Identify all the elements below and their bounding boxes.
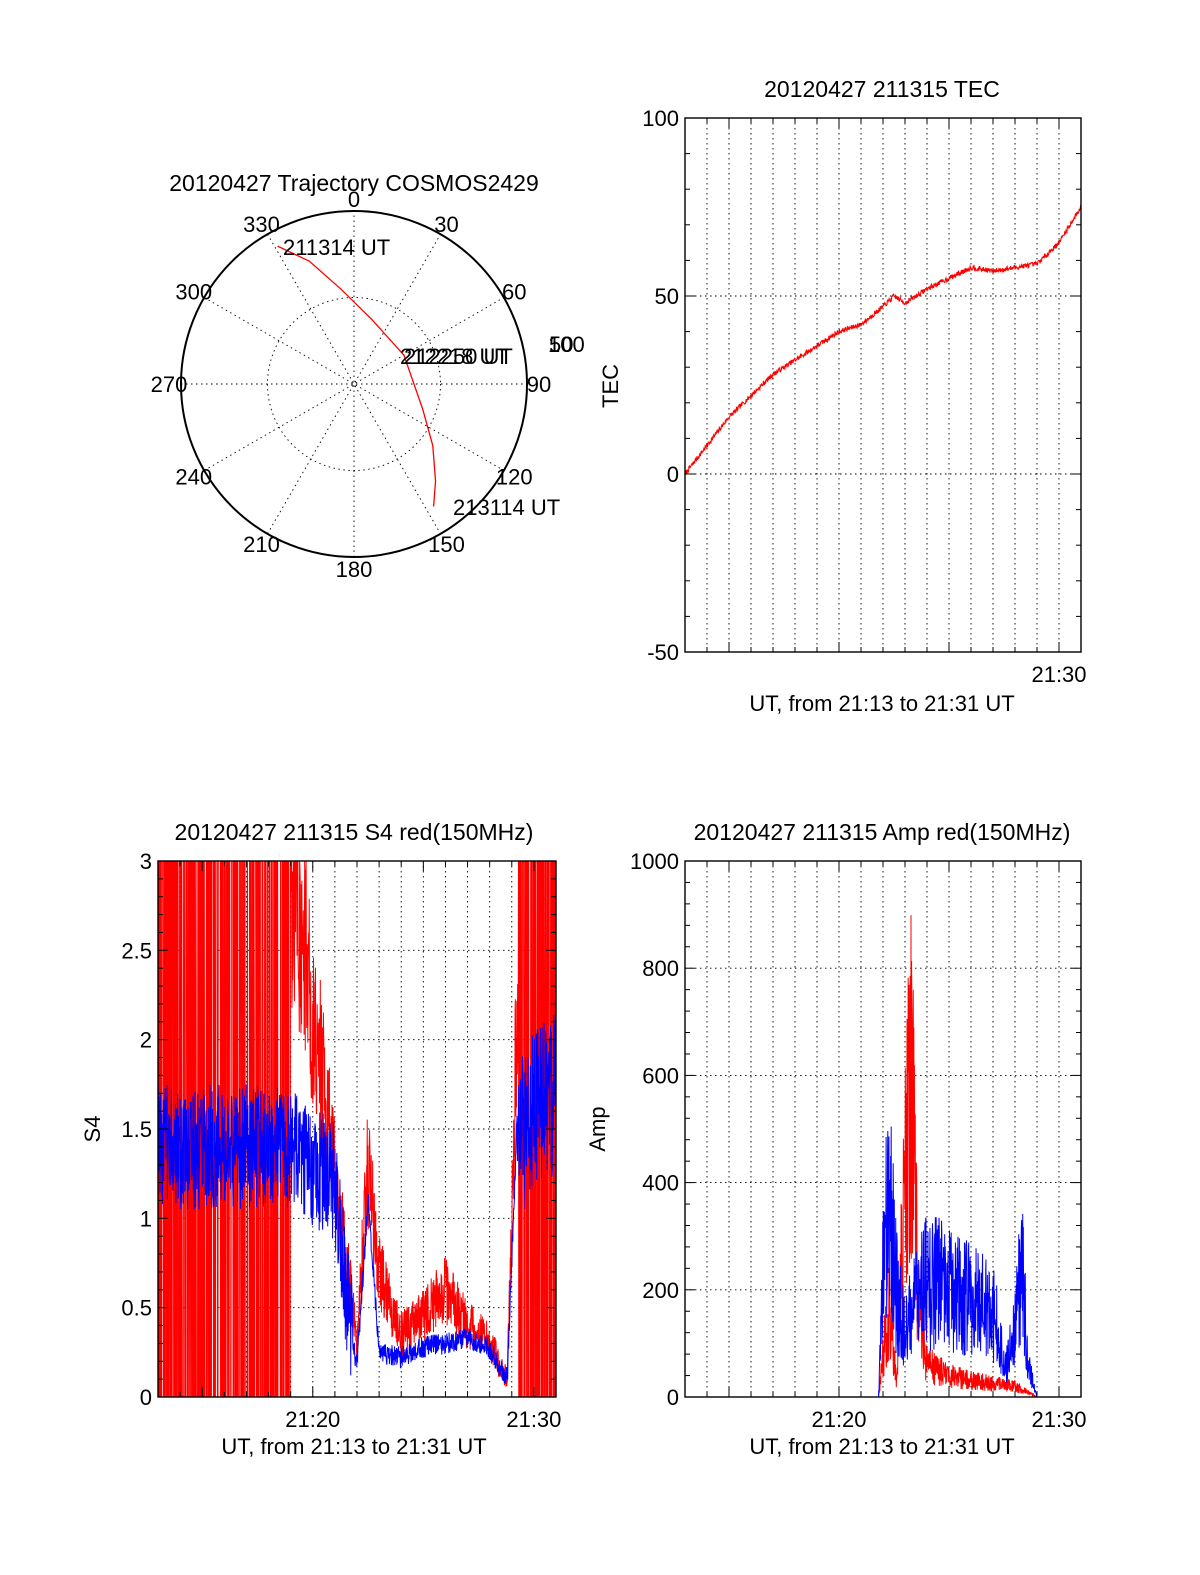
amp-ylabel: Amp (585, 1106, 610, 1151)
s4-xlabel: UT, from 21:13 to 21:31 UT (221, 1434, 486, 1459)
polar-trajectory-plot: 20120427 Trajectory COSMOS2429 0 30 60 90 12… (151, 170, 585, 582)
polar-angle-label: 240 (175, 465, 212, 490)
polar-annotation-start: 211314 UT (283, 235, 390, 260)
polar-angle-label: 60 (502, 280, 526, 305)
y-tick-label: 1.5 (121, 1117, 152, 1142)
y-tick-label: 400 (642, 1171, 679, 1196)
y-tick-label: 0 (667, 462, 679, 487)
polar-grid-spoke (203, 297, 505, 471)
y-tick-label: 2 (140, 1028, 152, 1053)
x-tick-label: 21:30 (506, 1407, 561, 1432)
y-tick-label: 3 (140, 849, 152, 874)
y-tick-label: 0.5 (121, 1296, 152, 1321)
x-tick-label: 21:20 (811, 1407, 866, 1432)
polar-title: 20120427 Trajectory COSMOS2429 (169, 170, 538, 196)
y-tick-label: 800 (642, 956, 679, 981)
amp-xlabel: UT, from 21:13 to 21:31 UT (749, 1434, 1014, 1459)
polar-angle-label: 300 (175, 280, 212, 305)
polar-angle-label: 0 (348, 187, 360, 212)
x-tick-label: 21:30 (1031, 1407, 1086, 1432)
y-tick-label: 2.5 (121, 938, 152, 963)
y-tick-label: 50 (655, 284, 679, 309)
polar-outer-circle (180, 210, 528, 558)
polar-grid-spoke (203, 297, 505, 471)
polar-angle-label: 30 (434, 212, 458, 237)
x-tick-label: 21:20 (285, 1407, 340, 1432)
amp-title: 20120427 211315 Amp red(150MHz) (694, 819, 1071, 845)
tec-xlabel: UT, from 21:13 to 21:31 UT (749, 691, 1014, 716)
polar-angle-label: 330 (243, 212, 280, 237)
polar-radial-label-50: 50 (549, 332, 573, 357)
y-tick-label: 0 (667, 1385, 679, 1410)
y-tick-label: 1 (140, 1206, 152, 1231)
polar-annotation-end: 213114 UT (453, 495, 560, 520)
y-tick-label: 200 (642, 1278, 679, 1303)
polar-angle-labels: 0 30 60 90 120 150 180 210 240 270 300 330 (151, 187, 552, 582)
polar-angle-label: 270 (151, 372, 188, 397)
polar-annotation-mid-2: 212250 UT (404, 344, 513, 369)
polar-angle-label: 210 (243, 532, 280, 557)
tec-ylabel: TEC (598, 364, 623, 408)
s4-ylabel: S4 (80, 1116, 105, 1143)
polar-trajectory-line (277, 245, 437, 507)
y-tick-label: 1000 (630, 849, 679, 874)
polar-grid (181, 211, 527, 557)
polar-angle-label: 180 (336, 557, 373, 582)
x-tick-label: 21:30 (1031, 662, 1086, 687)
s4-plot: 20120427 211315 S4 red(150MHz) UT, from … (80, 819, 561, 1459)
tec-title: 20120427 211315 TEC (764, 76, 1000, 102)
s4-title: 20120427 211315 S4 red(150MHz) (175, 819, 534, 845)
y-tick-label: 600 (642, 1063, 679, 1088)
polar-radial-label-100: 100 (548, 332, 585, 357)
y-tick-label: 0 (140, 1385, 152, 1410)
amp-plot: 20120427 211315 Amp red(150MHz) UT, from… (585, 819, 1087, 1459)
tec-plot: 20120427 211315 TEC UT, from 21:13 to 21… (598, 76, 1087, 716)
polar-angle-label: 150 (428, 532, 465, 557)
series-line-1 (684, 204, 1082, 476)
y-tick-label: -50 (647, 640, 679, 665)
polar-angle-label: 90 (527, 372, 551, 397)
polar-annotation-mid-1: 212218 UT (400, 344, 509, 369)
series-line-2 (157, 1014, 557, 1384)
polar-angle-label: 120 (496, 465, 533, 490)
y-tick-label: 100 (642, 106, 679, 131)
